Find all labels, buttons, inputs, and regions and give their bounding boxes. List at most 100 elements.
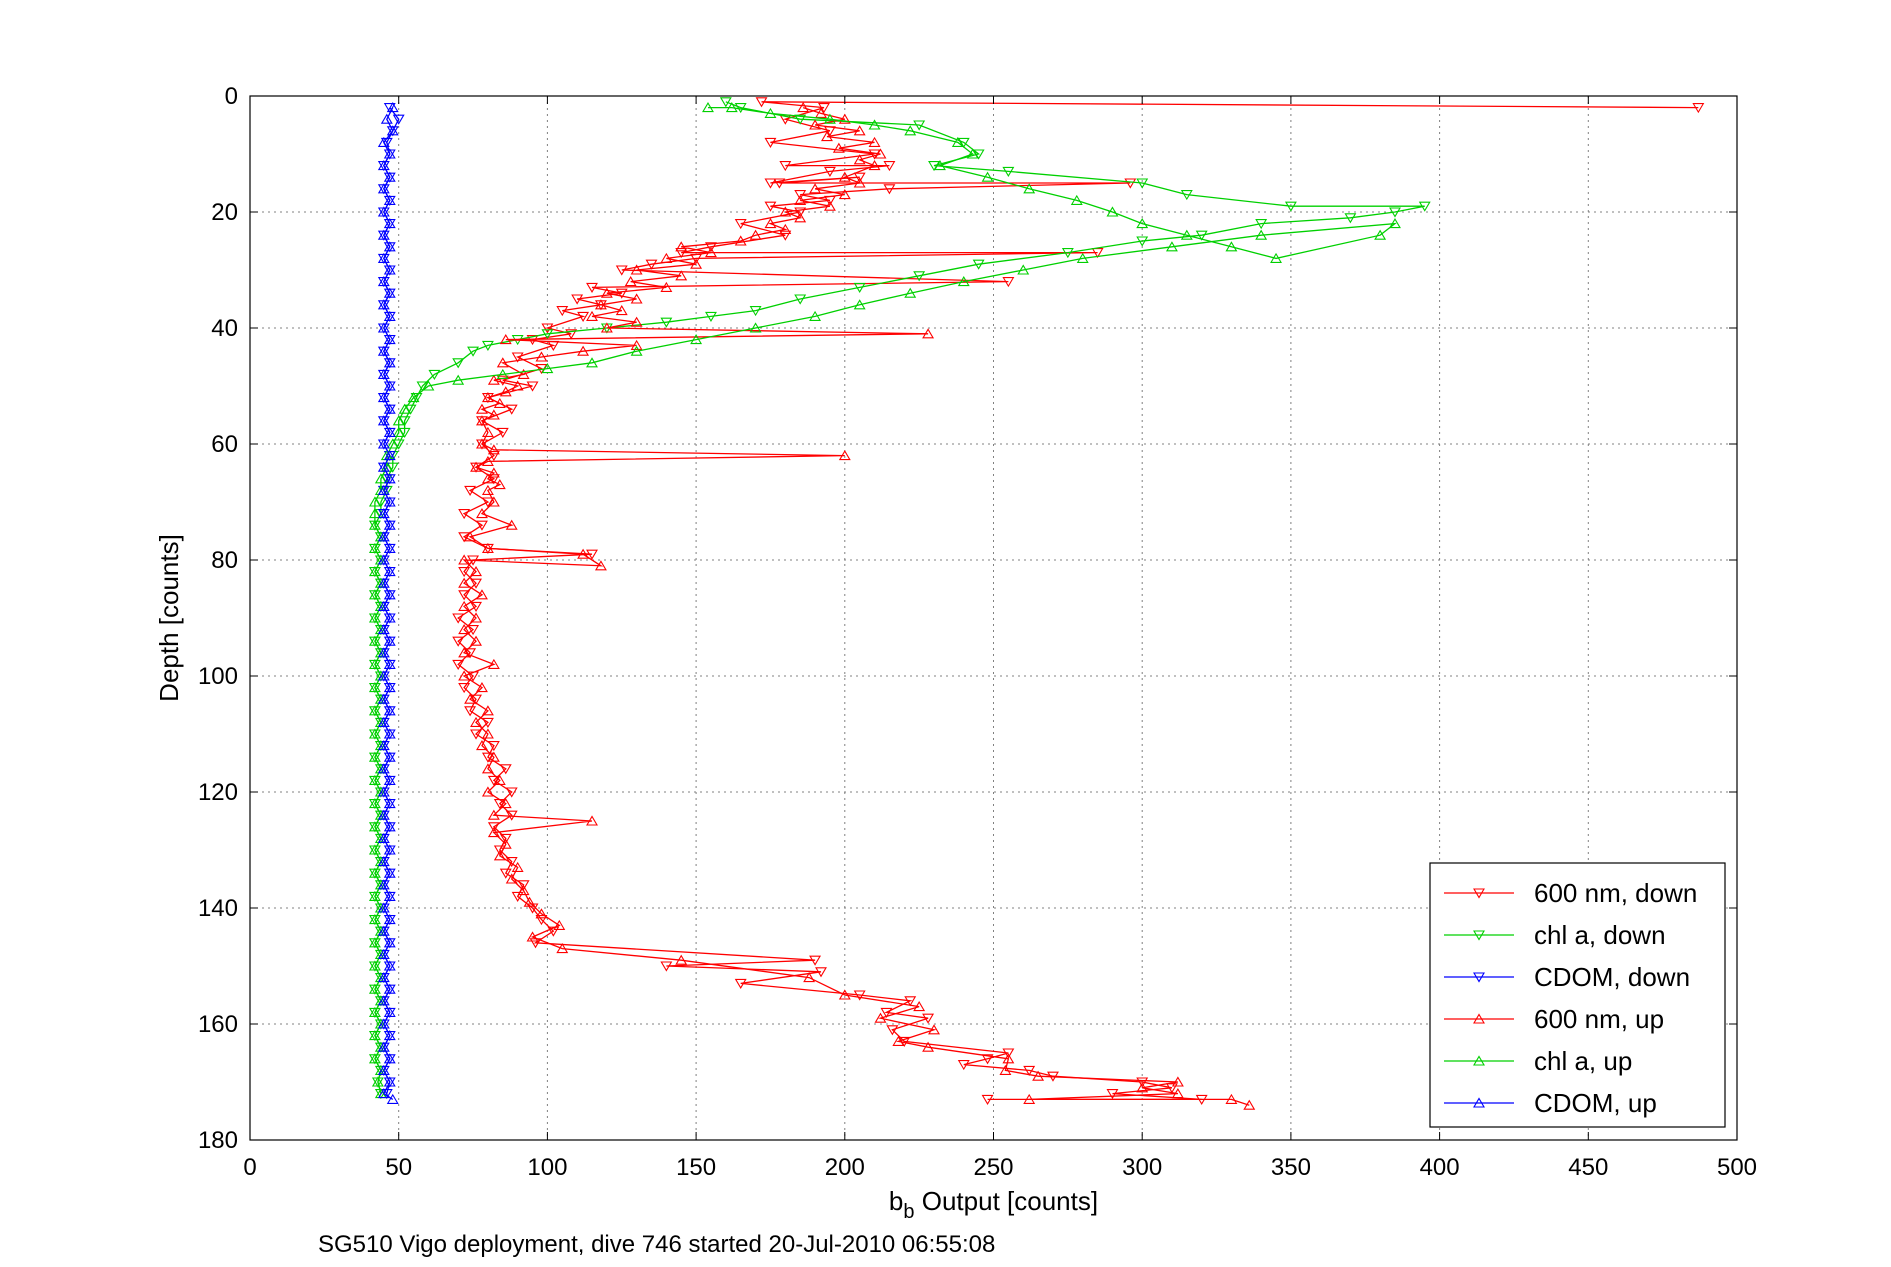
data-point — [913, 1001, 926, 1012]
data-point — [1002, 166, 1015, 177]
data-point — [386, 125, 399, 136]
legend-entry: 600 nm, down — [1444, 878, 1697, 908]
data-point — [797, 102, 810, 113]
data-point — [470, 694, 482, 705]
data-point — [481, 340, 494, 351]
data-point — [383, 983, 396, 994]
data-point — [377, 879, 390, 890]
data-point — [1002, 1053, 1015, 1064]
legend-label: chl a, up — [1534, 1046, 1632, 1076]
data-point — [377, 531, 390, 542]
data-point — [853, 990, 866, 1001]
data-point — [481, 728, 494, 739]
legend-label: CDOM, up — [1534, 1088, 1657, 1118]
data-point — [368, 728, 381, 739]
legend-marker — [1473, 888, 1485, 899]
data-point — [458, 647, 471, 658]
data-point — [880, 1007, 893, 1018]
data-point — [374, 497, 387, 508]
x-tick-label: 150 — [676, 1154, 716, 1181]
data-point — [499, 798, 512, 809]
data-point — [517, 885, 530, 896]
data-point — [535, 908, 548, 919]
data-point — [470, 635, 482, 646]
data-point — [794, 194, 807, 205]
legend-marker — [1473, 1013, 1485, 1024]
y-tick-label: 60 — [211, 431, 238, 458]
data-point — [934, 160, 946, 171]
data-point — [1023, 183, 1036, 194]
data-point — [577, 548, 590, 559]
legend-entry: CDOM, up — [1444, 1088, 1657, 1118]
data-point — [368, 983, 381, 994]
data-point — [1389, 207, 1401, 218]
data-point — [630, 264, 643, 275]
data-point — [383, 566, 396, 577]
series-1 — [368, 97, 1431, 1100]
data-point — [392, 114, 405, 125]
x-tick-label: 0 — [243, 1154, 256, 1181]
legend-label: 600 nm, up — [1534, 1004, 1664, 1034]
data-point — [511, 352, 524, 363]
data-point — [377, 508, 390, 519]
data-point — [383, 334, 396, 345]
data-point — [547, 926, 560, 937]
data-point — [1076, 252, 1089, 263]
data-point — [1106, 206, 1119, 217]
data-point — [383, 589, 396, 600]
data-point — [383, 264, 396, 275]
data-point — [577, 311, 590, 322]
data-point — [368, 1053, 381, 1064]
data-point — [368, 589, 381, 600]
legend-entry: chl a, up — [1444, 1046, 1632, 1076]
data-point — [517, 368, 530, 379]
data-point — [377, 299, 390, 310]
data-point — [594, 299, 607, 310]
data-point — [476, 682, 488, 693]
data-point — [675, 248, 688, 259]
data-point — [499, 386, 512, 397]
data-point — [368, 496, 381, 507]
data-point — [904, 125, 917, 136]
data-point — [493, 397, 506, 408]
data-point — [383, 682, 396, 693]
data-point — [493, 774, 506, 785]
data-point — [464, 531, 477, 542]
data-point — [458, 554, 471, 565]
x-tick-label: 350 — [1271, 1154, 1311, 1181]
data-point — [794, 294, 807, 305]
data-point — [383, 310, 396, 321]
data-point — [966, 148, 979, 159]
data-point — [922, 1013, 935, 1024]
data-point — [368, 612, 381, 623]
data-point — [868, 119, 881, 130]
data-point — [779, 223, 792, 234]
data-point — [511, 891, 524, 902]
y-tick-label: 140 — [198, 895, 238, 922]
data-point — [380, 113, 393, 124]
data-point — [823, 113, 836, 124]
data-point — [764, 137, 777, 148]
data-point — [823, 200, 836, 211]
data-point — [458, 532, 471, 543]
x-axis-title-main: b — [889, 1186, 903, 1216]
data-point — [458, 624, 471, 635]
data-point — [464, 706, 477, 717]
data-point — [883, 161, 896, 172]
data-point — [675, 270, 688, 281]
data-point — [981, 1094, 994, 1105]
data-point — [586, 310, 598, 321]
data-point — [809, 955, 822, 966]
data-point — [392, 426, 405, 437]
data-point — [470, 578, 482, 589]
data-point — [1136, 1082, 1149, 1093]
data-point — [725, 102, 738, 113]
data-point — [458, 670, 471, 681]
data-point — [1225, 241, 1238, 252]
data-point — [377, 693, 390, 704]
data-point — [957, 1060, 970, 1071]
data-point — [705, 311, 717, 322]
data-point — [383, 705, 396, 716]
x-tick-label: 50 — [385, 1154, 412, 1181]
data-point — [464, 693, 477, 704]
